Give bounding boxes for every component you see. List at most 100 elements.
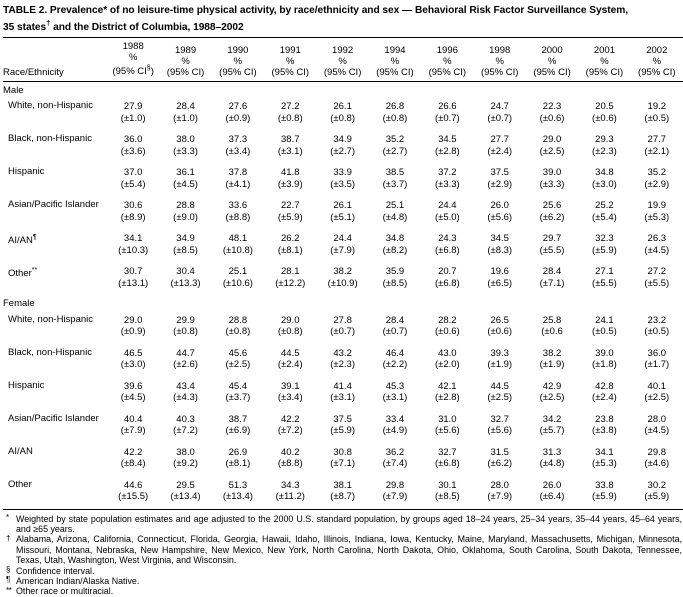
footnote: * Weighted by state population estimates … xyxy=(3,513,682,535)
value-cell: 27.2 (±0.8) xyxy=(264,97,316,130)
confidence-interval: (±2.4) xyxy=(277,359,303,371)
value-cell: 38.5 (±3.7) xyxy=(369,163,421,196)
footnotes: * Weighted by state population estimates … xyxy=(3,510,682,597)
confidence-interval: (±5.3) xyxy=(592,458,617,470)
value-cell: 30.6 (±8.9) xyxy=(107,196,159,229)
table-row: Other** 30.7 (±13.1) 30.4 (±13.3) 25.1 (±10.6)… xyxy=(3,262,683,295)
confidence-interval: (±4.9) xyxy=(382,425,408,437)
value-cell: 28.0 (±7.9) xyxy=(473,475,526,510)
percent-label: % xyxy=(547,55,557,67)
prevalence-value: 26.1 xyxy=(333,101,352,113)
prevalence-value: 29.0 xyxy=(281,314,300,326)
prevalence-value: 37.5 xyxy=(490,167,509,179)
value-cell: 42.8 (±2.4) xyxy=(578,377,630,410)
prevalence-value: 42.9 xyxy=(542,380,562,392)
value-cell: 29.8 (±7.9) xyxy=(368,475,422,510)
value-cell: 45.4 (±3.7) xyxy=(212,377,264,410)
value-cell: 43.4 (±4.3) xyxy=(159,377,211,410)
confidence-interval: (±4.6) xyxy=(644,458,670,470)
prevalence-value: 28.1 xyxy=(281,266,300,278)
value-cell: 25.6 (±6.2) xyxy=(526,196,578,229)
prevalence-value: 37.0 xyxy=(123,167,143,179)
confidence-interval: (±5.0) xyxy=(434,211,460,223)
prevalence-value: 29.9 xyxy=(176,314,195,326)
value-cell: 24.4 (±5.0) xyxy=(421,196,473,229)
prevalence-value: 39.1 xyxy=(281,380,300,392)
prevalence-table: Race/Ethnicity 1988% (95% CI§) 1989% (95% C… xyxy=(3,37,683,510)
mmwr-table-page: TABLE 2. Prevalence* of no leisure-time … xyxy=(3,5,683,596)
value-cell: 41.4 (±3.1) xyxy=(316,377,368,410)
value-cell: 27.6 (±0.9) xyxy=(212,97,264,130)
title-line1: TABLE 2. Prevalence* of no leisure-time … xyxy=(3,5,628,16)
prevalence-value: 36.0 xyxy=(647,347,667,359)
prevalence-value: 42.2 xyxy=(123,446,143,458)
title-dagger-marker: † xyxy=(46,19,51,28)
footnote-marker: † xyxy=(6,533,10,543)
confidence-interval: (±5.1) xyxy=(330,211,355,223)
confidence-interval: (±5.6) xyxy=(487,211,513,223)
value-cell: 46.5 (±3.0) xyxy=(107,344,159,377)
year-label: 1992 xyxy=(332,44,354,56)
row-label: Other xyxy=(3,475,107,510)
prevalence-value: 26.3 xyxy=(647,233,667,245)
value-cell: 24.7 (±0.7) xyxy=(474,97,526,130)
confidence-interval: (±8.2) xyxy=(382,244,408,256)
value-cell: 29.9 (±0.8) xyxy=(159,311,211,344)
confidence-interval: (±7.9) xyxy=(330,244,355,256)
value-cell: 37.5 (±5.9) xyxy=(316,410,368,443)
value-cell: 34.1 (±10.3) xyxy=(107,229,159,262)
value-cell: 32.7 (±6.8) xyxy=(421,443,473,476)
prevalence-value: 33.4 xyxy=(385,413,405,425)
prevalence-value: 20.7 xyxy=(438,266,457,278)
value-cell: 34.2 (±5.7) xyxy=(526,410,578,443)
value-cell: 37.5 (±2.9) xyxy=(474,163,526,196)
ci-label: (95% CI) xyxy=(271,66,309,78)
confidence-interval: (±2.6) xyxy=(173,359,198,371)
confidence-interval: (±5.6) xyxy=(434,425,460,437)
footnote-text: American Indian/Alaska Native. xyxy=(16,575,140,586)
confidence-interval: (±3.0) xyxy=(120,359,146,371)
prevalence-value: 40.3 xyxy=(176,413,195,425)
value-cell: 48.1 (±10.8) xyxy=(212,229,264,262)
confidence-interval: (±6.8) xyxy=(434,458,460,470)
confidence-interval: (±0.7) xyxy=(382,326,408,338)
row-label: Other** xyxy=(8,267,38,280)
prevalence-value: 42.1 xyxy=(438,380,457,392)
value-cell: 26.1 (±0.8) xyxy=(316,97,368,130)
table-row: White, non-Hispanic 27.9 (±1.0) 28.4 (±1.0) 2… xyxy=(3,97,683,130)
confidence-interval: (±0.6) xyxy=(434,326,460,338)
prevalence-value: 38.7 xyxy=(281,134,300,146)
prevalence-value: 28.8 xyxy=(176,200,195,212)
table-row: White, non-Hispanic 29.0 (±0.9) 29.9 (±0.8) 2… xyxy=(3,311,683,344)
prevalence-value: 32.7 xyxy=(438,446,457,458)
value-cell: 19.2 (±0.5) xyxy=(631,97,683,130)
confidence-interval: (±6.4) xyxy=(539,491,565,503)
confidence-interval: (±0.5) xyxy=(592,326,617,338)
value-cell: 24.4 (±7.9) xyxy=(316,229,368,262)
confidence-interval: (±10.8) xyxy=(222,244,253,256)
value-cell: 38.0 (±9.2) xyxy=(159,443,211,476)
confidence-interval: (±2.1) xyxy=(644,145,670,157)
ci-label: (95% CI) xyxy=(219,66,257,78)
prevalence-value: 44.5 xyxy=(281,347,300,359)
confidence-interval: (±0.8) xyxy=(277,112,303,124)
confidence-interval: (±6.2) xyxy=(539,211,565,223)
value-cell: 27.9 (±1.0) xyxy=(107,97,159,130)
value-cell: 34.8 (±8.2) xyxy=(369,229,421,262)
confidence-interval: (±7.4) xyxy=(382,458,408,470)
value-cell: 42.2 (±7.2) xyxy=(264,410,316,443)
value-cell: 29.0 (±2.5) xyxy=(526,130,578,163)
prevalence-value: 46.5 xyxy=(123,347,143,359)
prevalence-value: 29.0 xyxy=(542,134,562,146)
prevalence-value: 30.7 xyxy=(123,266,143,278)
prevalence-value: 31.5 xyxy=(490,446,509,458)
value-cell: 27.2 (±5.5) xyxy=(631,262,683,295)
percent-label: % xyxy=(443,55,452,67)
prevalence-value: 30.6 xyxy=(123,200,143,212)
prevalence-value: 35.2 xyxy=(385,134,405,146)
prevalence-value: 33.8 xyxy=(595,479,614,491)
value-cell: 39.1 (±3.4) xyxy=(264,377,316,410)
confidence-interval: (±7.9) xyxy=(382,491,408,503)
value-cell: 37.2 (±3.3) xyxy=(421,163,473,196)
confidence-interval: (±8.7) xyxy=(330,491,355,503)
